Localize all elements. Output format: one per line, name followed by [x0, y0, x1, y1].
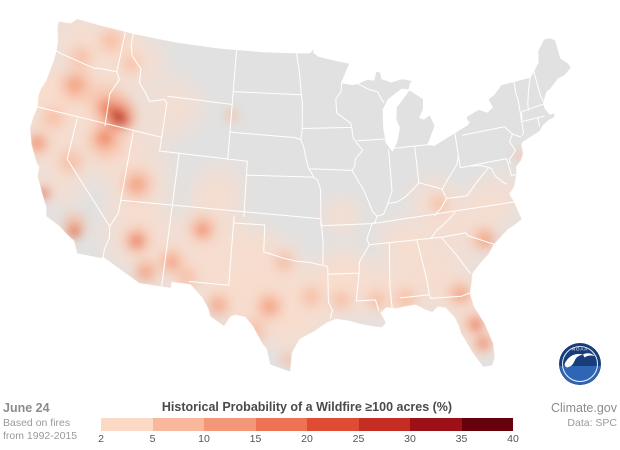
noaa-logo-label: NOAA [572, 347, 588, 352]
noaa-logo: NOAA [558, 342, 602, 386]
great-lakes [340, 59, 493, 152]
us-map: NOAA [29, 18, 602, 386]
noaa-seagull-icon [564, 354, 583, 368]
source-note-line2: from 1992-2015 [3, 430, 78, 443]
noaa-seagull-wing-icon [583, 353, 595, 358]
legend-swatch-1 [101, 418, 153, 431]
legend-tick-labels: 2 5 10 15 20 25 30 35 40 [98, 431, 519, 445]
legend-tick: 35 [455, 433, 468, 445]
noaa-logo-wave [559, 366, 601, 385]
legend-swatch-5 [307, 418, 359, 431]
credit-data: Data: SPC [567, 417, 617, 429]
legend-color-scale [101, 418, 513, 431]
legend-swatch-3 [204, 418, 256, 431]
legend-swatch-8 [461, 418, 513, 431]
legend-tick: 25 [352, 433, 365, 445]
footer: June 24 Based on fires from 1992-2015 Hi… [0, 398, 620, 450]
state-borders [37, 31, 545, 319]
legend-tick: 15 [249, 433, 262, 445]
legend-tick: 5 [149, 433, 156, 445]
legend-tick: 2 [98, 433, 104, 445]
legend-tick: 30 [404, 433, 416, 445]
wildfire-probability-heatmap [30, 18, 532, 370]
date-label: June 24 [3, 401, 50, 415]
legend-tick: 10 [198, 433, 210, 445]
credit-site: Climate.gov [551, 401, 617, 415]
source-note-line1: Based on fires [3, 417, 71, 429]
us-map-svg [29, 18, 572, 373]
legend-swatch-2 [152, 418, 204, 431]
legend-swatch-6 [358, 418, 410, 431]
legend-swatch-7 [410, 418, 462, 431]
legend-tick: 20 [301, 433, 313, 445]
legend-title: Historical Probability of a Wildfire ≥10… [161, 400, 453, 414]
legend-swatch-4 [255, 418, 307, 431]
legend-tick: 40 [507, 433, 519, 445]
